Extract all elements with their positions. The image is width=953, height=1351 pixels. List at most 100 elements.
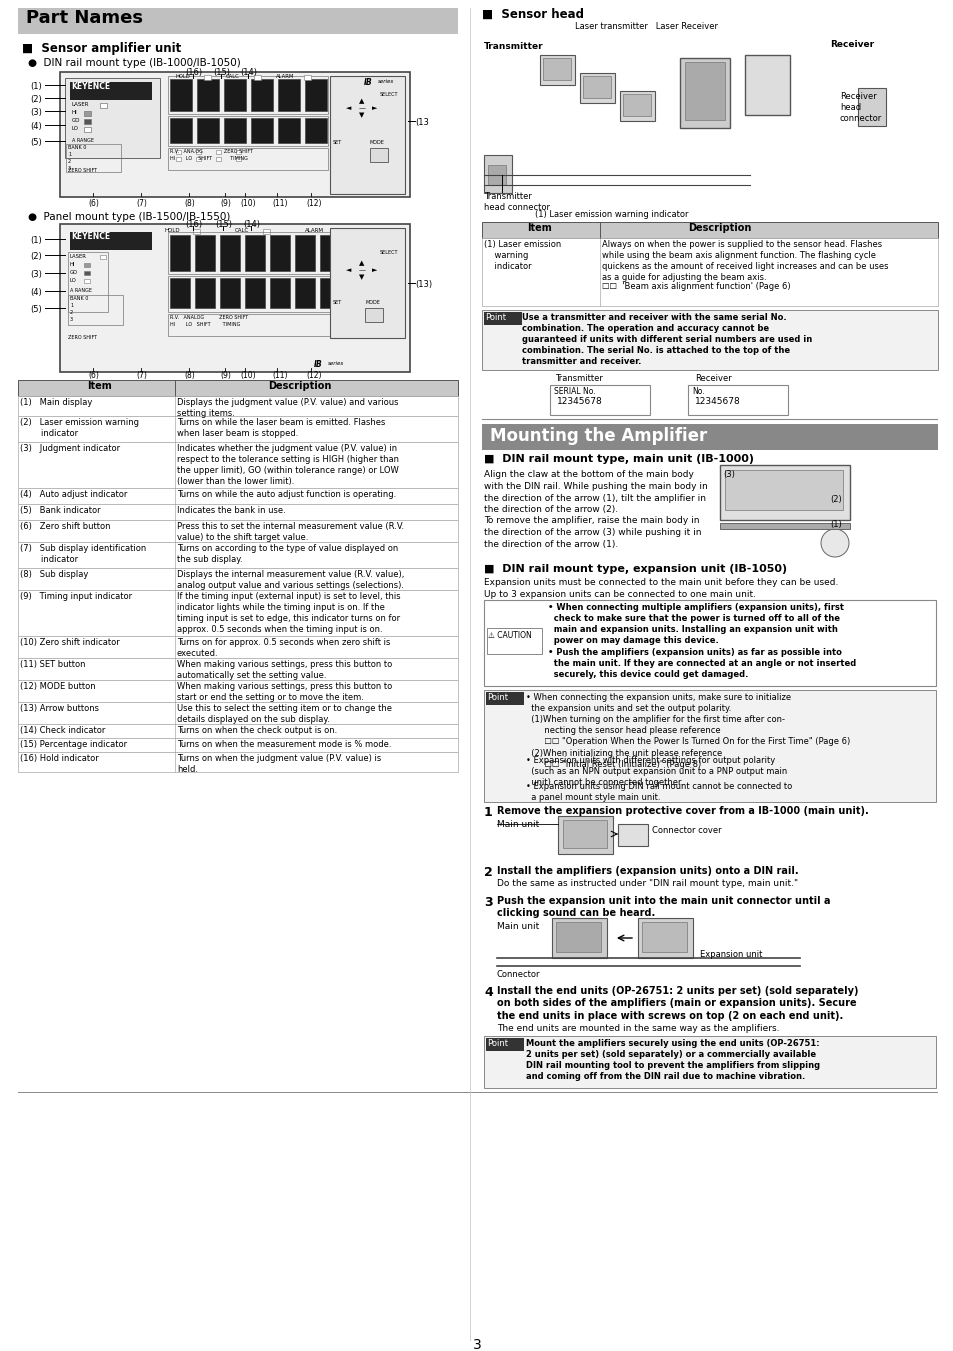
Text: (15): (15) [213, 68, 230, 77]
Bar [18, 442, 457, 488]
Circle shape [339, 249, 384, 292]
Bar [483, 155, 512, 193]
Text: SET: SET [333, 141, 342, 145]
Text: ZERO SHIFT: ZERO SHIFT [68, 168, 97, 173]
Bar [235, 150, 241, 154]
Text: (15) Percentage indicator: (15) Percentage indicator [20, 740, 127, 748]
Text: When making various settings, press this button to
start or end the setting or t: When making various settings, press this… [177, 682, 392, 703]
Bar [245, 235, 265, 272]
Text: To remove the amplifier, raise the main body in
the direction of the arrow (3) w: To remove the amplifier, raise the main … [483, 516, 700, 549]
Text: Do the same as instructed under "DIN rail mount type, main unit.": Do the same as instructed under "DIN rai… [497, 880, 798, 888]
Bar [195, 150, 201, 154]
Text: A RANGE: A RANGE [70, 288, 91, 293]
Text: (12): (12) [306, 199, 321, 208]
Text: 3: 3 [68, 166, 71, 172]
Bar [481, 309, 937, 370]
Text: (11): (11) [272, 199, 287, 208]
Text: (5): (5) [30, 138, 42, 147]
Bar [18, 658, 457, 680]
Bar [175, 157, 181, 161]
Bar [481, 238, 937, 305]
Text: (7): (7) [136, 199, 147, 208]
Text: (2): (2) [30, 95, 42, 104]
Bar [84, 119, 91, 124]
Bar [556, 921, 600, 952]
Bar [330, 76, 405, 195]
Circle shape [80, 336, 96, 353]
Text: ALARM: ALARM [305, 228, 324, 232]
Text: ■  Sensor amplifier unit: ■ Sensor amplifier unit [22, 42, 181, 55]
Bar [857, 88, 885, 126]
Bar [720, 465, 849, 520]
Bar [68, 253, 108, 312]
Text: (4): (4) [30, 288, 42, 297]
Text: Displays the internal measurement value (R.V. value),
analog output value and va: Displays the internal measurement value … [177, 570, 404, 590]
Bar [486, 628, 541, 654]
Text: (1): (1) [30, 82, 42, 91]
Text: Displays the judgment value (P.V. value) and various
setting items.: Displays the judgment value (P.V. value)… [177, 399, 398, 417]
Text: Expansion unit: Expansion unit [700, 950, 761, 959]
Bar [60, 72, 410, 197]
Bar [488, 165, 505, 185]
Bar [170, 118, 192, 143]
Text: Turns on while the auto adjust function is operating.: Turns on while the auto adjust function … [177, 490, 395, 499]
Text: (10) Zero shift indicator: (10) Zero shift indicator [20, 638, 120, 647]
Text: 1: 1 [483, 807, 493, 819]
Text: ALARM: ALARM [275, 74, 294, 78]
Bar [18, 567, 457, 590]
Text: (6)   Zero shift button: (6) Zero shift button [20, 521, 111, 531]
Bar [220, 235, 240, 272]
Text: series: series [328, 361, 344, 366]
Text: ●  Panel mount type (IB-1500/IB-1550): ● Panel mount type (IB-1500/IB-1550) [28, 212, 230, 222]
Text: Connector: Connector [497, 970, 540, 979]
Text: ■  DIN rail mount type, expansion unit (IB-1050): ■ DIN rail mount type, expansion unit (I… [483, 563, 786, 574]
Text: Turns on according to the type of value displayed on
the sub display.: Turns on according to the type of value … [177, 544, 397, 565]
Text: LO: LO [70, 278, 76, 282]
Text: (2): (2) [30, 253, 42, 261]
Text: Mounting the Amplifier: Mounting the Amplifier [490, 427, 706, 444]
Bar [204, 76, 211, 80]
Bar [235, 157, 241, 161]
Bar [319, 278, 339, 308]
Text: Install the amplifiers (expansion units) onto a DIN rail.: Install the amplifiers (expansion units)… [497, 866, 798, 875]
Bar [18, 738, 457, 753]
Bar [622, 95, 650, 116]
Text: (11) SET button: (11) SET button [20, 661, 86, 669]
Text: (12): (12) [306, 372, 321, 380]
Text: (2): (2) [829, 494, 841, 504]
Bar [196, 118, 219, 143]
Text: R.V.   ANA.OG              ZERO SHIFT: R.V. ANA.OG ZERO SHIFT [170, 149, 253, 154]
Text: HI       LO    SHIFT            TIMING: HI LO SHIFT TIMING [170, 155, 248, 161]
Text: (1): (1) [30, 236, 42, 245]
Bar [193, 230, 200, 234]
Bar [18, 520, 457, 542]
Bar [168, 313, 343, 336]
Bar [483, 600, 935, 686]
Bar [70, 82, 152, 100]
Text: (5): (5) [30, 305, 42, 313]
Text: Install the end units (OP-26751: 2 units per set) (sold separately)
on both side: Install the end units (OP-26751: 2 units… [497, 986, 858, 1021]
Text: (3): (3) [722, 470, 734, 480]
Text: 3: 3 [70, 317, 73, 322]
Text: Description: Description [268, 381, 332, 390]
Bar [60, 224, 410, 372]
Text: SERIAL No.: SERIAL No. [554, 386, 595, 396]
Bar [195, 157, 201, 161]
Bar [168, 232, 343, 274]
Text: (14): (14) [243, 220, 260, 230]
Text: KEYENCE: KEYENCE [71, 232, 110, 240]
Text: ▲: ▲ [359, 99, 364, 104]
Bar [18, 504, 457, 520]
Text: ►: ► [372, 267, 377, 273]
Bar [84, 263, 90, 267]
Text: • When connecting the expansion units, make sure to initialize
  the expansion u: • When connecting the expansion units, m… [525, 693, 849, 769]
Text: ZERO SHIFT: ZERO SHIFT [68, 335, 97, 340]
Text: Mount the amplifiers securely using the end units (OP-26751:
2 units per set) (s: Mount the amplifiers securely using the … [525, 1039, 820, 1081]
Text: ⚠ CAUTION: ⚠ CAUTION [488, 631, 531, 640]
Bar [638, 917, 692, 958]
Text: Receiver: Receiver [695, 374, 731, 382]
Text: Use a transmitter and receiver with the same serial No.
combination. The operati: Use a transmitter and receiver with the … [521, 313, 811, 366]
Bar [100, 255, 106, 259]
Bar [18, 8, 457, 34]
Bar [481, 222, 937, 238]
